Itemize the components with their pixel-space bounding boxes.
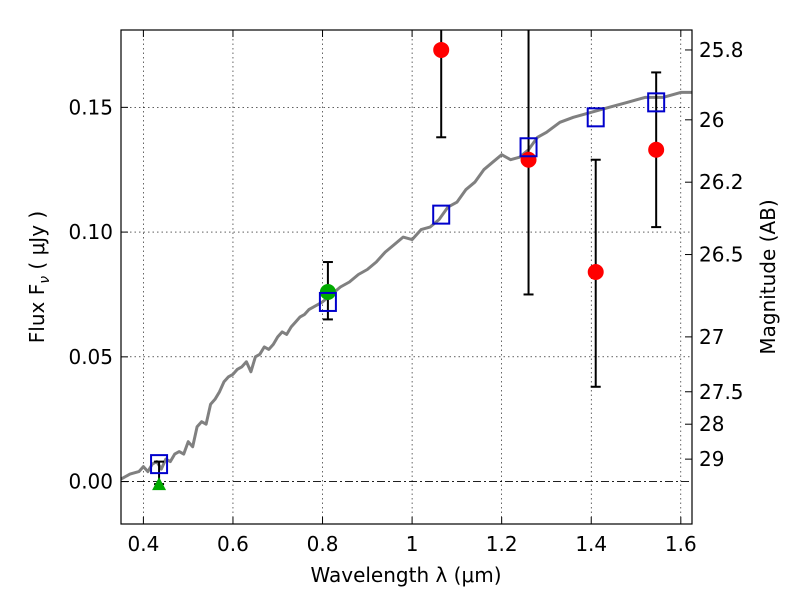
data-point-circle	[587, 264, 604, 281]
y-axis-label-group: Flux Fν ( μJy )	[25, 211, 53, 343]
grid-lines	[121, 30, 692, 524]
right-tick-label: 29	[699, 447, 724, 471]
y-axis-label-unit: ( μJy )	[25, 211, 49, 276]
model-point-square	[318, 291, 337, 312]
y-tick-label: 0.15	[68, 95, 113, 119]
right-tick-label: 28	[699, 412, 724, 436]
x-tick-label: 0.6	[217, 532, 249, 556]
axis-ticks	[121, 30, 692, 524]
model-point-square	[432, 204, 451, 225]
x-tick-label: 1	[406, 532, 419, 556]
x-tick-label: 0.4	[127, 532, 159, 556]
right-tick-label: 27.5	[699, 380, 744, 404]
y-axis-label: Flux Fν ( μJy )	[25, 211, 53, 343]
y-tick-label: 0.10	[68, 220, 113, 244]
data-point-circle	[648, 141, 665, 158]
x-axis-label: Wavelength λ (μm)	[310, 563, 501, 587]
data-point-circle	[520, 151, 537, 168]
y-tick-label: 0.00	[68, 470, 113, 494]
x-tick-label: 1.6	[665, 532, 697, 556]
data-point-circle	[433, 41, 450, 58]
model-point-square	[519, 137, 538, 158]
right-tick-label: 25.8	[699, 38, 744, 62]
right-tick-label: 27	[699, 325, 724, 349]
model-point-square	[647, 92, 666, 113]
data-point-triangle	[152, 477, 167, 491]
y-axis-label-subscript: ν	[37, 276, 53, 284]
x-tick-label: 1.2	[486, 532, 518, 556]
model-spectrum	[120, 90, 692, 481]
y-axis-label-text: Flux F	[25, 284, 49, 343]
y-tick-label: 0.05	[68, 345, 113, 369]
model-point-square	[150, 454, 169, 475]
right-tick-label: 26	[699, 108, 724, 132]
plot-frame	[120, 29, 693, 525]
right-tick-label: 26.5	[699, 243, 744, 267]
tick-labels: 0.4 0.6 0.8 1 1.2 1.4 1.6 0.00 0.05 0.10 0.15 25.8 2…	[68, 38, 743, 556]
spectrum-line	[120, 90, 692, 481]
error-bars	[154, 30, 662, 486]
right-axis-label: Magnitude (AB)	[756, 199, 780, 354]
data-markers	[150, 41, 666, 491]
x-tick-label: 0.8	[307, 532, 339, 556]
right-tick-label: 26.2	[699, 170, 744, 194]
x-tick-label: 1.4	[575, 532, 607, 556]
model-point-square	[586, 107, 605, 128]
